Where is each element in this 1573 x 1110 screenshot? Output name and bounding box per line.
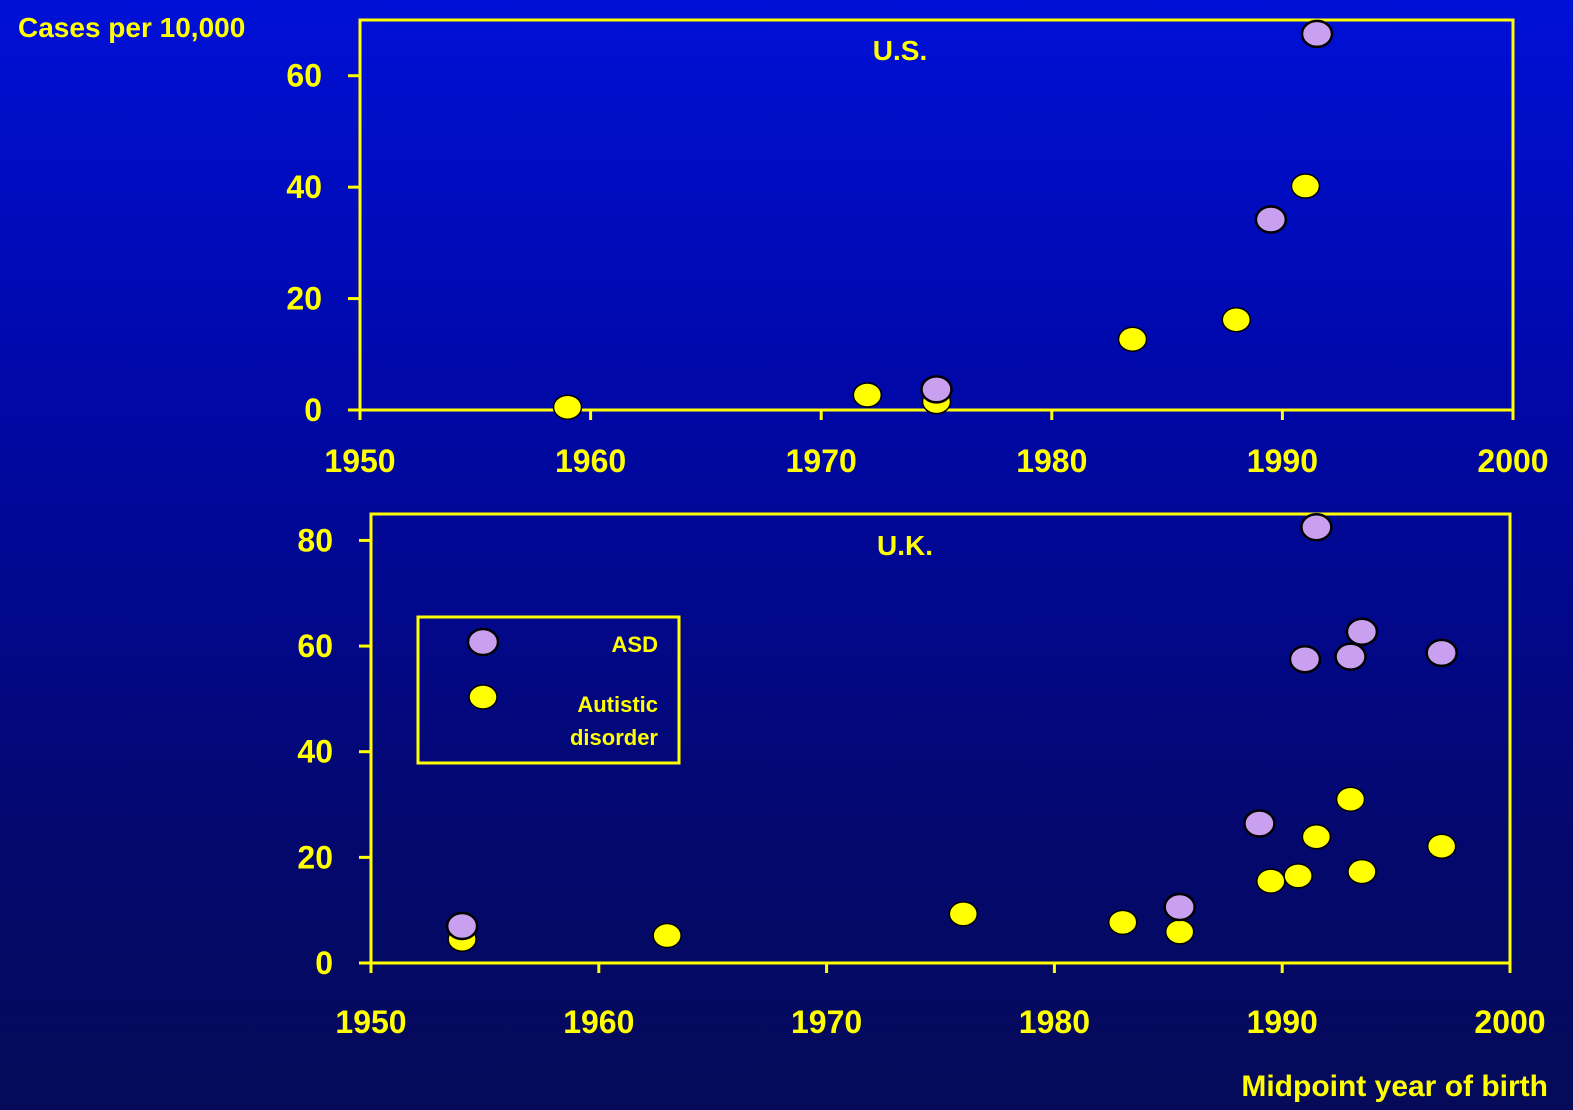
us-autistic-disorder-point	[1221, 306, 1252, 333]
us-x-tick-label: 1960	[555, 443, 626, 479]
uk-asd-point	[1243, 809, 1276, 838]
uk-x-tick-label: 1950	[335, 1004, 406, 1040]
us-asd-point	[1300, 19, 1334, 49]
uk-x-tick-label: 1960	[563, 1004, 634, 1040]
y-axis-title: Cases per 10,000	[18, 12, 245, 43]
uk-asd-point	[1300, 512, 1333, 542]
uk-asd-point	[445, 911, 479, 941]
us-autistic-disorder-point	[852, 382, 883, 408]
uk-asd-point	[1163, 892, 1196, 922]
legend-asd-marker	[466, 627, 500, 657]
x-axis-title: Midpoint year of birth	[1241, 1070, 1548, 1103]
uk-asd-point	[1345, 617, 1379, 647]
uk-autistic-disorder-point	[1335, 786, 1366, 812]
uk-autistic-disorder-point	[1164, 919, 1195, 945]
us-x-tick-label: 1990	[1247, 443, 1318, 479]
us-asd-point	[920, 375, 953, 404]
uk-y-tick-label: 40	[297, 734, 333, 770]
uk-x-tick-label: 1970	[791, 1004, 862, 1040]
us-y-tick-label: 0	[304, 392, 322, 428]
us-panel-title: U.S.	[873, 35, 927, 66]
uk-asd-point	[1425, 638, 1458, 668]
legend-box	[416, 615, 681, 765]
uk-autistic-disorder-point	[1426, 833, 1457, 860]
uk-chart-panel: U.K. 1950 1960 1970 1980 1990 2000 0 20 40 60 80	[297, 512, 1546, 1040]
uk-y-tick-label: 60	[297, 628, 333, 664]
us-x-tick-label: 2000	[1477, 443, 1548, 479]
legend-autistic-marker	[468, 684, 498, 710]
us-y-tick-label: 40	[286, 169, 322, 205]
us-chart-panel: U.S. 1950 1960 1970 1980 1990 2000 0 20 40 60	[286, 18, 1549, 479]
us-x-tick-label: 1980	[1016, 443, 1087, 479]
us-y-tick-label: 60	[286, 58, 322, 94]
uk-asd-point	[1334, 642, 1367, 671]
us-x-tick-label: 1950	[324, 443, 395, 479]
uk-x-tick-label: 1990	[1247, 1004, 1318, 1040]
us-autistic-disorder-point	[1290, 173, 1321, 199]
us-autistic-disorder-point	[552, 394, 583, 420]
us-y-tick-label: 20	[286, 281, 322, 317]
uk-autistic-disorder-point	[1283, 863, 1313, 889]
legend-asd-label: ASD	[612, 632, 658, 657]
us-autistic-disorder-point	[1117, 326, 1148, 352]
uk-autistic-disorder-point	[948, 901, 979, 927]
us-asd-point	[1254, 205, 1288, 234]
uk-y-tick-label: 20	[297, 839, 333, 875]
uk-asd-point	[1288, 645, 1322, 674]
legend-autistic-label-line1: Autistic	[577, 692, 658, 717]
uk-autistic-disorder-point	[1107, 909, 1138, 936]
uk-plot-frame	[369, 512, 1512, 965]
legend: ASD Autistic disorder	[416, 615, 681, 765]
uk-panel-title: U.K.	[877, 530, 933, 561]
legend-autistic-label-line2: disorder	[570, 725, 658, 750]
uk-autistic-disorder-point	[652, 922, 682, 949]
us-x-tick-label: 1970	[786, 443, 857, 479]
uk-x-tick-label: 1980	[1019, 1004, 1090, 1040]
uk-autistic-disorder-point	[1256, 868, 1286, 894]
uk-autistic-disorder-point	[1347, 858, 1377, 885]
uk-autistic-disorder-point	[1301, 824, 1332, 850]
uk-x-tick-label: 2000	[1474, 1004, 1545, 1040]
uk-y-tick-label: 80	[297, 522, 333, 558]
uk-y-tick-label: 0	[315, 945, 333, 981]
us-plot-frame	[358, 18, 1515, 412]
